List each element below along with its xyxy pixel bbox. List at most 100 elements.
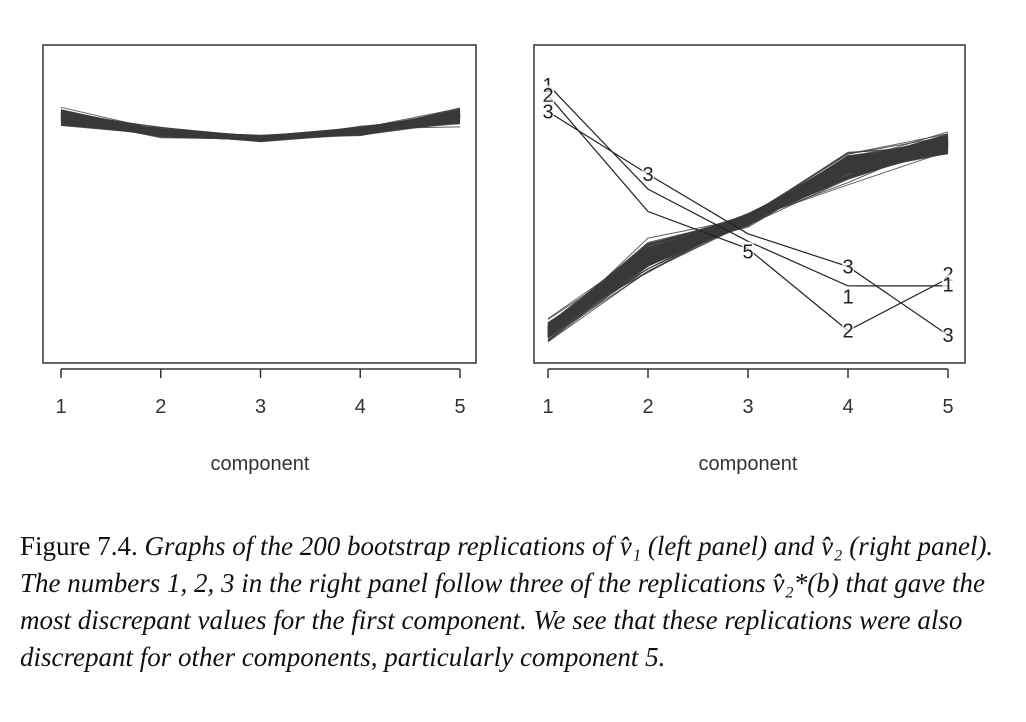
- right-replication-line: [547, 146, 949, 334]
- right-replication-line: [547, 144, 949, 332]
- right-replication-line: [547, 140, 949, 336]
- right-replication-line: [547, 143, 949, 336]
- right-replication-line: [547, 137, 949, 334]
- right-replication-line: [547, 140, 949, 331]
- replication-number-marker: 3: [642, 164, 653, 186]
- right-replication-line: [547, 147, 949, 328]
- marker-backdrop: [742, 241, 754, 260]
- right-replication-line: [547, 147, 949, 330]
- right-replication-line: [547, 144, 949, 330]
- right-replication-line: [547, 144, 949, 327]
- right-replication-line: [547, 148, 949, 333]
- marker-backdrop: [842, 256, 854, 275]
- right-plot-frame: [533, 44, 966, 364]
- right-replication-line: [547, 148, 949, 333]
- left-plot-frame: [42, 44, 477, 364]
- right-replication-line: [547, 141, 949, 330]
- right-replication-line: [547, 144, 949, 331]
- right-replication-line: [547, 143, 949, 334]
- caption-body: Graphs of the 200 bootstrap replications…: [20, 531, 994, 672]
- right-replication-line: [547, 135, 949, 338]
- right-replication-line: [547, 139, 949, 331]
- right-replication-line: [547, 140, 949, 337]
- right-replication-line: [547, 146, 949, 331]
- right-replication-line: [547, 146, 949, 329]
- right-replication-line: [547, 140, 949, 336]
- right-replication-line: [547, 144, 949, 330]
- right-replication-line: [547, 141, 949, 333]
- right-replication-line: [547, 145, 949, 329]
- right-replication-line: [547, 140, 949, 334]
- replication-number-marker: 3: [942, 325, 953, 347]
- right-replication-line: [547, 140, 949, 338]
- marker-backdrop: [542, 101, 554, 120]
- right-replication-line: [547, 139, 949, 336]
- right-replication-line: [547, 148, 949, 328]
- right-replication-line: [547, 144, 949, 327]
- right-replication-line: [547, 146, 949, 332]
- right-replication-line: [547, 139, 949, 334]
- right-replication-line: [547, 141, 949, 334]
- right-replication-line: [547, 151, 949, 329]
- marker-backdrop: [942, 325, 954, 344]
- left-x-tick-label: 4: [355, 396, 366, 418]
- right-replication-line: [547, 141, 949, 325]
- right-replication-line: [547, 141, 949, 330]
- right-replication-line: [547, 139, 949, 331]
- right-replication-line: [547, 146, 949, 330]
- right-x-axis-title: component: [699, 453, 798, 475]
- discrepant-replication-1: [547, 84, 948, 287]
- right-replication-line: [547, 144, 949, 334]
- right-replication-line: [547, 150, 949, 329]
- right-replication-line: [547, 140, 949, 333]
- right-replication-line: [547, 140, 949, 338]
- left-x-tick-label: 1: [55, 396, 66, 418]
- marker-backdrop: [542, 85, 554, 104]
- right-replication-line: [547, 141, 949, 334]
- right-replication-line: [547, 144, 949, 330]
- right-replication-line: [547, 143, 949, 334]
- right-replication-line: [547, 136, 949, 327]
- right-replication-line: [547, 139, 949, 333]
- replication-number-marker: 3: [842, 257, 853, 279]
- right-replication-line: [547, 144, 949, 332]
- right-x-axis: 1 2 3 4 5: [542, 368, 954, 418]
- right-replication-line: [547, 136, 949, 338]
- figure-caption: Figure 7.4. Graphs of the 200 bootstrap …: [20, 528, 1010, 676]
- right-replication-line: [547, 145, 949, 330]
- right-replication-lines: [547, 84, 949, 343]
- right-replication-line: [547, 140, 949, 338]
- right-replication-line: [547, 139, 949, 334]
- replication-number-marker: 1: [942, 274, 953, 296]
- right-replication-line: [547, 140, 949, 328]
- right-replication-line: [547, 137, 949, 333]
- right-replication-line: [547, 138, 949, 335]
- right-replication-line: [547, 140, 949, 325]
- right-replication-line: [547, 141, 949, 333]
- right-replication-line: [547, 140, 949, 329]
- right-replication-line: [547, 144, 949, 329]
- right-replication-line: [547, 144, 949, 337]
- right-replication-line: [547, 149, 949, 330]
- replication-number-marker: 1: [842, 286, 853, 308]
- right-x-tick-label: 5: [942, 396, 953, 418]
- left-replication-lines: [60, 106, 461, 143]
- discrepant-replication-3: [547, 111, 949, 336]
- right-replication-line: [547, 143, 949, 331]
- right-replication-line: [547, 145, 949, 331]
- right-replication-line: [547, 139, 949, 338]
- right-x-tick-label: 4: [842, 396, 853, 418]
- replication-number-marker: 2: [542, 85, 553, 107]
- left-replication-line: [60, 111, 461, 140]
- right-replication-line: [547, 146, 949, 333]
- left-x-tick-label: 2: [155, 396, 166, 418]
- right-replication-line: [547, 148, 949, 332]
- left-x-tick-label: 3: [255, 396, 266, 418]
- replication-number-marker: 3: [542, 102, 553, 124]
- right-replication-line: [547, 145, 949, 334]
- right-replication-line: [547, 147, 949, 329]
- right-replication-line: [547, 147, 949, 334]
- marker-backdrop: [842, 320, 854, 339]
- right-replication-line: [547, 147, 949, 331]
